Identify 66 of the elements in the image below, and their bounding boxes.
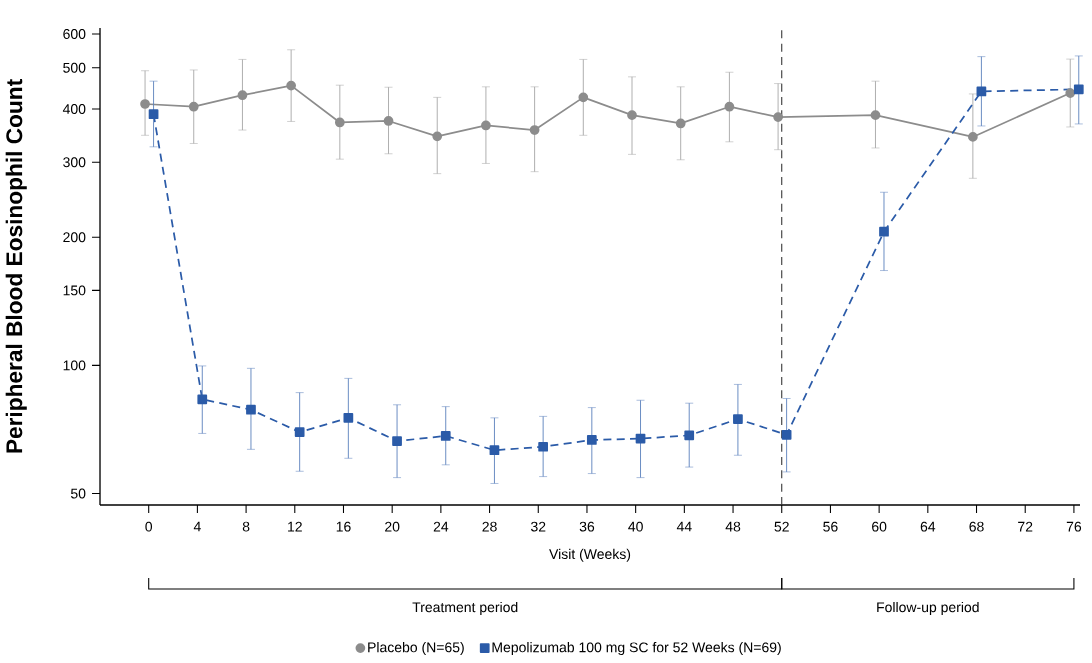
- legend-label: Mepolizumab 100 mg SC for 52 Weeks (N=69): [492, 642, 781, 656]
- point: [870, 110, 881, 121]
- point: [383, 116, 394, 126]
- x-tick-label: 72: [1018, 521, 1033, 532]
- point: [246, 404, 256, 415]
- point: [781, 429, 792, 440]
- point: [294, 427, 305, 437]
- point: [675, 118, 686, 129]
- point: [586, 435, 597, 445]
- x-tick-label: 60: [872, 521, 887, 532]
- y-tick-label: 50: [70, 488, 86, 499]
- point: [879, 226, 889, 237]
- x-tick-label: 12: [288, 521, 302, 532]
- x-tick-label: 52: [774, 521, 789, 532]
- point: [237, 90, 248, 101]
- point: [968, 132, 978, 142]
- y-tick-label: 600: [63, 29, 86, 39]
- x-tick-label: 36: [579, 521, 595, 532]
- point: [1073, 84, 1084, 95]
- x-tick-label: 40: [628, 521, 643, 532]
- point: [343, 412, 354, 423]
- point: [538, 441, 548, 452]
- point: [1065, 88, 1076, 98]
- point: [334, 117, 345, 128]
- x-tick-label: 24: [433, 521, 449, 532]
- point: [188, 101, 199, 112]
- y-tick-label: 100: [63, 360, 86, 371]
- text: Treatment period: [412, 601, 518, 615]
- x-tick-label: 48: [725, 521, 741, 532]
- x-tick-label: 32: [531, 521, 546, 532]
- x-tick-label: 68: [969, 521, 984, 532]
- x-tick-label: 76: [1066, 521, 1082, 532]
- point: [733, 414, 743, 424]
- x-axis-title: Visit (Weeks): [549, 548, 631, 562]
- y-tick-label: 150: [63, 285, 86, 296]
- x-tick-label: 28: [482, 521, 497, 532]
- text: Follow-up period: [877, 601, 979, 615]
- point: [529, 125, 540, 135]
- point: [197, 394, 208, 405]
- x-tick-label: 20: [385, 521, 400, 532]
- x-tick-label: 16: [336, 521, 351, 532]
- x-tick-label: 64: [920, 521, 936, 532]
- point: [286, 80, 297, 91]
- point: [684, 430, 695, 441]
- x-tick-label: 44: [676, 521, 692, 532]
- x-tick-label: 8: [242, 521, 250, 532]
- y-tick-label: 500: [63, 62, 86, 73]
- y-tick-label: 200: [63, 232, 86, 243]
- point: [140, 99, 150, 109]
- y-tick-label: 300: [63, 157, 86, 168]
- point: [489, 445, 500, 456]
- point: [627, 110, 637, 121]
- point: [724, 101, 735, 112]
- point: [148, 109, 159, 120]
- x-tick-label: 4: [193, 521, 201, 532]
- point: [578, 92, 589, 103]
- x-tick-label: 0: [145, 521, 153, 532]
- point: [773, 112, 783, 122]
- x-tick-label: 56: [823, 521, 838, 532]
- point: [440, 431, 451, 441]
- point: [481, 120, 491, 131]
- point: [432, 131, 443, 142]
- y-tick-label: 400: [62, 104, 86, 114]
- y-axis-title: Peripheral Blood Eosinophil Count: [5, 79, 27, 453]
- point: [392, 436, 402, 446]
- legend-label: Placebo (N=65): [368, 642, 464, 656]
